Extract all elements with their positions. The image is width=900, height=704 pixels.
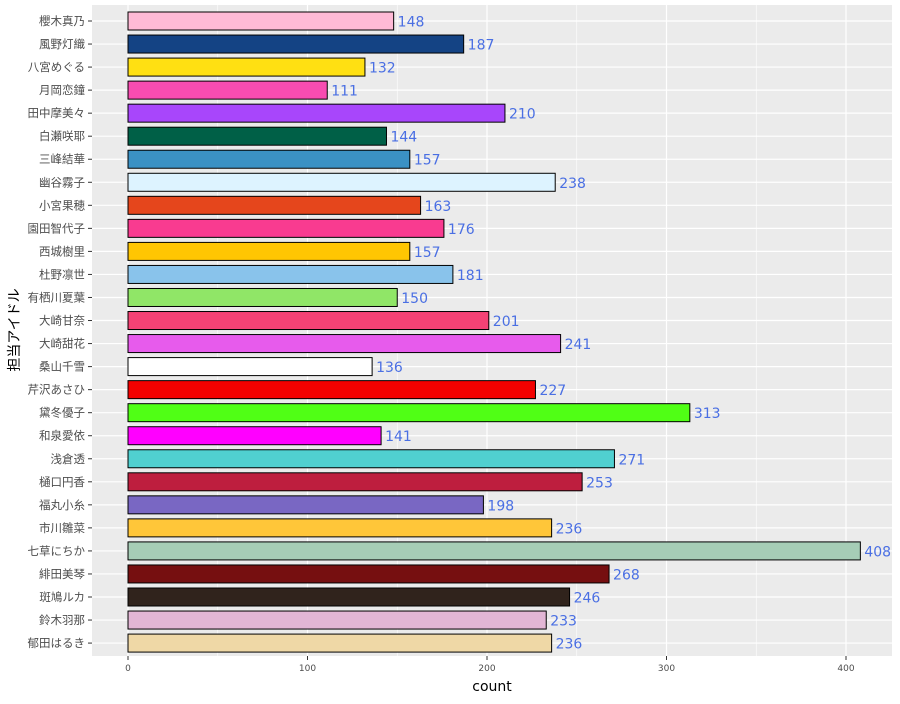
data-label: 144 xyxy=(390,130,417,146)
y-tick-label: 八宮めぐる xyxy=(28,60,85,74)
y-tick-label: 月岡恋鐘 xyxy=(39,83,85,97)
bar xyxy=(127,264,454,284)
data-label: 141 xyxy=(385,429,412,445)
data-label: 241 xyxy=(565,337,592,353)
bar xyxy=(127,126,387,146)
bar xyxy=(127,149,411,169)
bar xyxy=(127,287,398,307)
bar xyxy=(127,472,583,492)
data-label: 136 xyxy=(376,360,403,376)
bar xyxy=(127,334,562,354)
bar xyxy=(127,518,553,538)
bar xyxy=(127,218,445,238)
bar xyxy=(127,633,553,653)
y-tick-label: 和泉愛依 xyxy=(39,429,85,443)
x-tick-label: 400 xyxy=(837,664,854,674)
y-tick-label: 樋口円香 xyxy=(39,475,85,489)
data-label: 210 xyxy=(509,107,536,123)
data-label: 163 xyxy=(425,199,452,215)
data-label: 157 xyxy=(414,153,441,169)
x-tick-label: 100 xyxy=(299,664,316,674)
bar xyxy=(127,311,490,331)
y-tick-label: 市川雛菜 xyxy=(39,521,85,535)
y-tick-label: 幽谷霧子 xyxy=(39,175,85,189)
x-axis-title: count xyxy=(472,679,512,695)
data-label: 181 xyxy=(457,268,484,284)
bar xyxy=(127,34,465,54)
bar xyxy=(127,80,328,100)
y-tick-label: 桑山千雪 xyxy=(39,360,85,374)
bar xyxy=(127,195,422,215)
y-tick-label: 鈴木羽那 xyxy=(39,613,85,627)
bar xyxy=(127,541,861,561)
data-label: 238 xyxy=(559,176,586,192)
bar xyxy=(127,103,506,123)
bar xyxy=(127,610,547,630)
data-label: 233 xyxy=(550,614,577,630)
data-label: 176 xyxy=(448,222,475,238)
data-label: 198 xyxy=(487,498,514,514)
bar xyxy=(127,449,615,469)
data-label: 201 xyxy=(493,314,520,330)
data-label: 236 xyxy=(556,521,583,537)
data-label: 148 xyxy=(398,15,425,31)
x-tick-label: 0 xyxy=(125,664,131,674)
y-tick-label: 有栖川夏葉 xyxy=(28,290,86,304)
y-tick-label: 七草にちか xyxy=(28,544,86,558)
data-label: 253 xyxy=(586,475,613,491)
bar xyxy=(127,564,610,584)
y-tick-label: 黛冬優子 xyxy=(39,406,85,420)
data-label: 111 xyxy=(331,84,358,100)
y-tick-label: 芹沢あさひ xyxy=(28,383,86,397)
data-label: 271 xyxy=(618,452,645,468)
y-axis-title: 担当アイドル xyxy=(7,288,23,371)
data-label: 408 xyxy=(864,544,891,560)
y-tick-label: 風野灯織 xyxy=(39,37,85,51)
x-tick-label: 200 xyxy=(478,664,495,674)
bar xyxy=(127,357,373,377)
data-label: 313 xyxy=(694,406,721,422)
x-tick-label: 300 xyxy=(658,664,675,674)
y-tick-label: 杜野凛世 xyxy=(39,267,85,281)
bar xyxy=(127,426,382,446)
y-tick-label: 福丸小糸 xyxy=(39,498,85,512)
data-label: 246 xyxy=(574,591,601,607)
data-label: 268 xyxy=(613,567,640,583)
bar xyxy=(127,380,536,400)
y-tick-label: 緋田美琴 xyxy=(39,567,85,581)
y-tick-label: 櫻木真乃 xyxy=(39,14,85,28)
y-tick-label: 浅倉透 xyxy=(51,452,86,466)
y-tick-label: 斑鳩ルカ xyxy=(39,590,85,604)
data-label: 236 xyxy=(556,637,583,653)
data-label: 227 xyxy=(539,383,566,399)
y-tick-label: 大崎甜花 xyxy=(39,337,85,351)
y-tick-label: 園田智代子 xyxy=(28,221,86,235)
bar xyxy=(127,495,484,515)
y-tick-label: 田中摩美々 xyxy=(28,106,86,120)
bar xyxy=(127,172,556,192)
y-tick-label: 白瀬咲耶 xyxy=(39,129,85,143)
data-label: 150 xyxy=(401,291,428,307)
bar xyxy=(127,11,395,31)
bar xyxy=(127,57,366,77)
bar xyxy=(127,241,411,261)
y-tick-label: 郁田はるき xyxy=(28,636,86,650)
y-tick-label: 大崎甘奈 xyxy=(39,314,85,328)
y-tick-label: 西城樹里 xyxy=(39,244,85,258)
y-tick-label: 三峰結華 xyxy=(39,152,85,166)
y-tick-label: 小宮果穂 xyxy=(39,198,85,212)
data-label: 157 xyxy=(414,245,441,261)
data-label: 132 xyxy=(369,61,396,77)
bar xyxy=(127,587,571,607)
data-label: 187 xyxy=(468,38,495,54)
bar xyxy=(127,403,691,423)
